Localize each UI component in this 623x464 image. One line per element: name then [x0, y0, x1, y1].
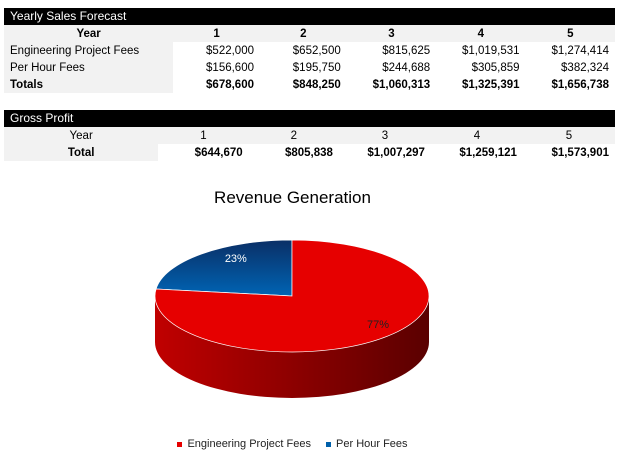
year-cell: 4 — [430, 127, 523, 144]
cell: $1,274,414 — [551, 44, 609, 57]
data-label: 77% — [367, 319, 389, 331]
row-label: Total — [4, 144, 159, 161]
pie-slice-engineering-project-fees — [154, 239, 430, 353]
gross-table: Year 1 2 3 4 5 Total $644,670 $805,838 $… — [4, 127, 615, 161]
cell: $522,000 — [206, 44, 254, 57]
cell: $382,324 — [561, 61, 609, 74]
sales-title: Yearly Sales Forecast — [4, 8, 615, 25]
cell: $1,573,901 — [551, 146, 609, 159]
cell: $644,670 — [194, 146, 243, 159]
cell: $1,019,531 — [462, 44, 520, 57]
gross-title: Gross Profit — [4, 110, 615, 127]
pie-side — [155, 296, 429, 398]
legend-label: Engineering Project Fees — [187, 438, 311, 450]
row-label: Engineering Project Fees — [4, 42, 174, 59]
cell: $1,007,297 — [367, 146, 425, 159]
year-cell: 1 — [158, 127, 249, 144]
table-row: Totals $678,600 $848,250 $1,060,313 $1,3… — [4, 76, 615, 93]
chart-title: Revenue Generation — [214, 188, 371, 207]
row-label: Totals — [4, 76, 174, 93]
cell: $1,259,121 — [459, 146, 517, 159]
cell: $678,600 — [206, 78, 254, 91]
year-cell: 3 — [338, 127, 431, 144]
legend-item: Per Hour Fees — [326, 438, 408, 450]
cell: $244,688 — [382, 61, 431, 74]
cell: $195,750 — [292, 61, 341, 74]
year-cell: 3 — [346, 25, 437, 42]
cell: $805,838 — [284, 146, 333, 159]
cell: $848,250 — [292, 78, 341, 91]
legend-swatch — [177, 441, 183, 447]
year-label: Year — [4, 25, 174, 42]
cell: $1,060,313 — [372, 78, 431, 91]
cell: $1,656,738 — [551, 78, 609, 91]
table-row: Year 1 2 3 4 5 — [4, 25, 615, 42]
year-cell: 5 — [522, 127, 615, 144]
legend-item: Engineering Project Fees — [177, 438, 311, 450]
cell: $815,625 — [382, 44, 431, 57]
year-cell: 1 — [173, 25, 260, 42]
cell: $1,325,391 — [462, 78, 520, 91]
legend-label: Per Hour Fees — [336, 438, 408, 450]
year-cell: 2 — [260, 25, 347, 42]
table-row: Per Hour Fees $156,600 $195,750 $244,688… — [4, 59, 615, 76]
legend-swatch — [326, 441, 332, 447]
year-label: Year — [4, 127, 159, 144]
table-row: Total $644,670 $805,838 $1,007,297 $1,25… — [4, 144, 615, 161]
cell: $305,859 — [471, 61, 520, 74]
legend: Engineering Project Fees Per Hour Fees — [0, 438, 585, 450]
sales-table: Year 1 2 3 4 5 Engineering Project Fees … — [4, 25, 615, 93]
year-cell: 4 — [436, 25, 526, 42]
year-cell: 5 — [525, 25, 615, 42]
data-label: 23% — [225, 253, 247, 265]
table-row: Engineering Project Fees $522,000 $652,5… — [4, 42, 615, 59]
table-row: Year 1 2 3 4 5 — [4, 127, 615, 144]
cell: $156,600 — [206, 61, 254, 74]
year-cell: 2 — [248, 127, 339, 144]
pie-slice-per-hour-fees — [155, 239, 293, 297]
row-label: Per Hour Fees — [4, 59, 174, 76]
cell: $652,500 — [292, 44, 341, 57]
